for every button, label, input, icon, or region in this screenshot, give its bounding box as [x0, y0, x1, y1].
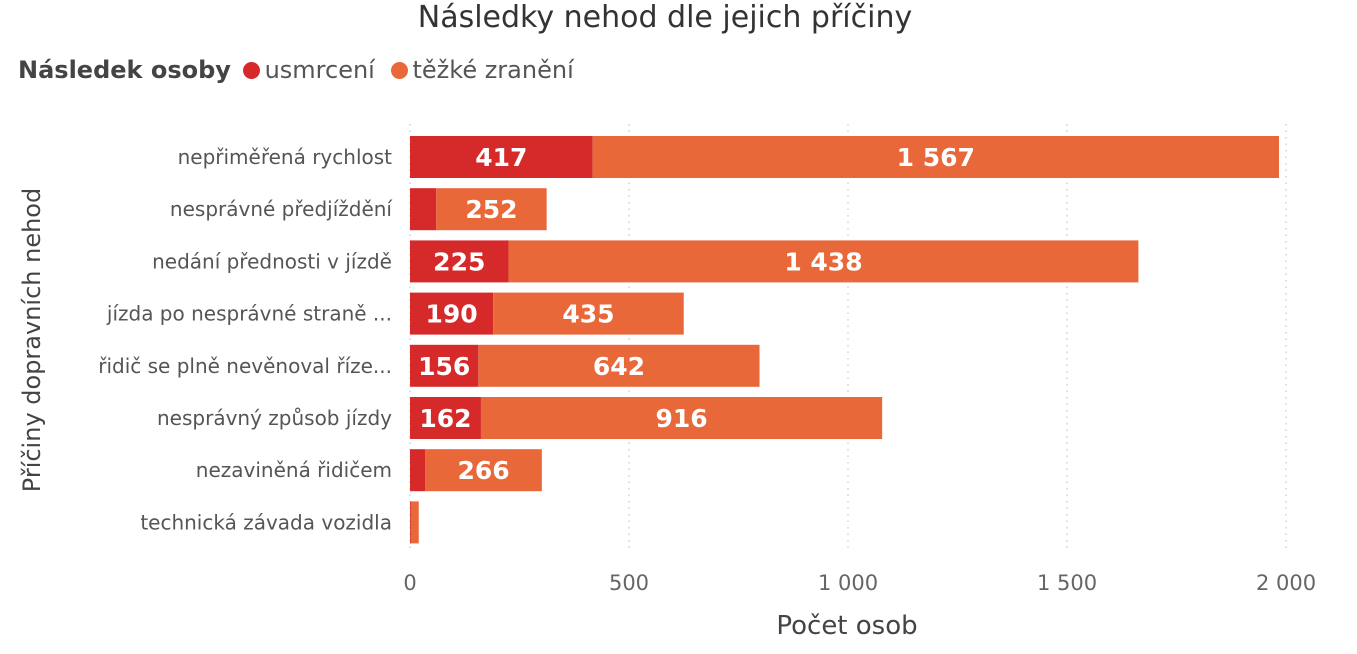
data-label: 435 — [562, 300, 614, 329]
data-label: 190 — [426, 300, 478, 329]
legend-item-usmrceni[interactable]: usmrcení — [242, 56, 383, 84]
data-label: 642 — [593, 352, 645, 381]
legend: Následek osoby usmrcení těžké zranění — [18, 56, 582, 84]
legend-label: těžké zranění — [412, 56, 574, 84]
category-label: nepřiměřená rychlost — [178, 145, 393, 169]
data-label: 156 — [418, 352, 470, 381]
x-tick-label: 500 — [609, 571, 649, 595]
x-tick-label: 2 000 — [1256, 571, 1316, 595]
data-label: 252 — [465, 195, 517, 224]
bar-segment[interactable] — [425, 449, 542, 492]
bars: 417 1 567 252 225 1 438 190 435 156 642 162 916 266 — [410, 136, 1279, 544]
data-label: 1 438 — [784, 247, 862, 276]
category-label: nesprávný způsob jízdy — [157, 406, 392, 430]
category-label: nesprávné předjíždění — [170, 197, 394, 221]
bar-segment[interactable] — [592, 136, 1279, 178]
x-tick-label: 0 — [403, 571, 416, 595]
data-label: 916 — [655, 404, 707, 433]
bar-segment[interactable] — [410, 501, 419, 544]
category-label: nedání přednosti v jízdě — [152, 249, 392, 273]
legend-dot-icon — [242, 62, 260, 79]
bar-segment[interactable] — [478, 344, 760, 387]
category-label: jízda po nesprávné straně ... — [106, 302, 392, 326]
x-tick-labels: 0 500 1 000 1 500 2 000 — [403, 571, 1316, 595]
x-axis-label: Počet osob — [776, 611, 917, 641]
bar-segment[interactable] — [480, 397, 883, 439]
bar-segment[interactable] — [493, 292, 684, 335]
bar-segment[interactable] — [410, 240, 509, 283]
data-label: 225 — [433, 247, 485, 276]
bar-segment[interactable] — [410, 449, 426, 492]
bar-segment[interactable] — [436, 188, 547, 231]
data-label: 266 — [457, 456, 509, 485]
legend-item-tezke-zraneni[interactable]: těžké zranění — [390, 56, 574, 84]
bar-segment[interactable] — [508, 240, 1139, 283]
legend-title: Následek osoby — [18, 56, 231, 84]
legend-dot-icon — [390, 62, 408, 79]
bar-segment[interactable] — [410, 136, 593, 178]
bar-segment[interactable] — [410, 292, 494, 335]
data-label: 1 567 — [897, 143, 975, 172]
legend-label: usmrcení — [264, 56, 375, 84]
bar-segment[interactable] — [410, 397, 481, 439]
x-tick-label: 1 000 — [818, 571, 878, 595]
x-tick-label: 1 500 — [1037, 571, 1097, 595]
data-label: 162 — [419, 404, 471, 433]
category-labels: nepřiměřená rychlost nesprávné předjížděn… — [98, 145, 393, 534]
bar-segment[interactable] — [410, 344, 479, 387]
category-label: nezaviněná řidičem — [196, 458, 392, 482]
category-label: řidič se plně nevěnoval říze... — [98, 354, 392, 378]
data-label: 417 — [475, 143, 527, 172]
bar-segment[interactable] — [410, 501, 411, 544]
bar-segment[interactable] — [410, 188, 437, 231]
category-label: technická závada vozidla — [140, 510, 392, 534]
y-axis-label: Příčiny dopravních nehod — [18, 188, 46, 492]
chart-title: Následky nehod dle jejich příčiny — [417, 0, 913, 35]
